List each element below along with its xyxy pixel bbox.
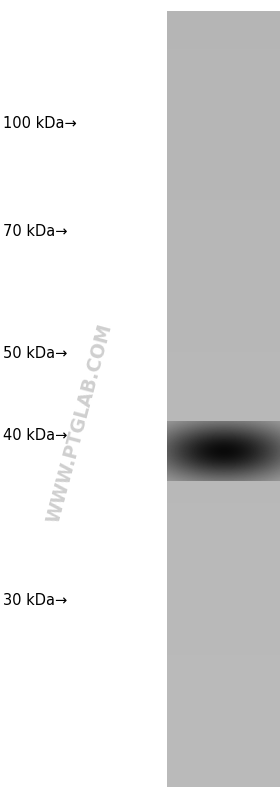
Text: 30 kDa→: 30 kDa→ <box>3 594 67 608</box>
Text: 40 kDa→: 40 kDa→ <box>3 428 67 443</box>
Text: WWW.PTGLAB.COM: WWW.PTGLAB.COM <box>44 322 116 525</box>
Text: 50 kDa→: 50 kDa→ <box>3 346 67 360</box>
Text: 70 kDa→: 70 kDa→ <box>3 225 67 239</box>
Text: 100 kDa→: 100 kDa→ <box>3 117 76 131</box>
